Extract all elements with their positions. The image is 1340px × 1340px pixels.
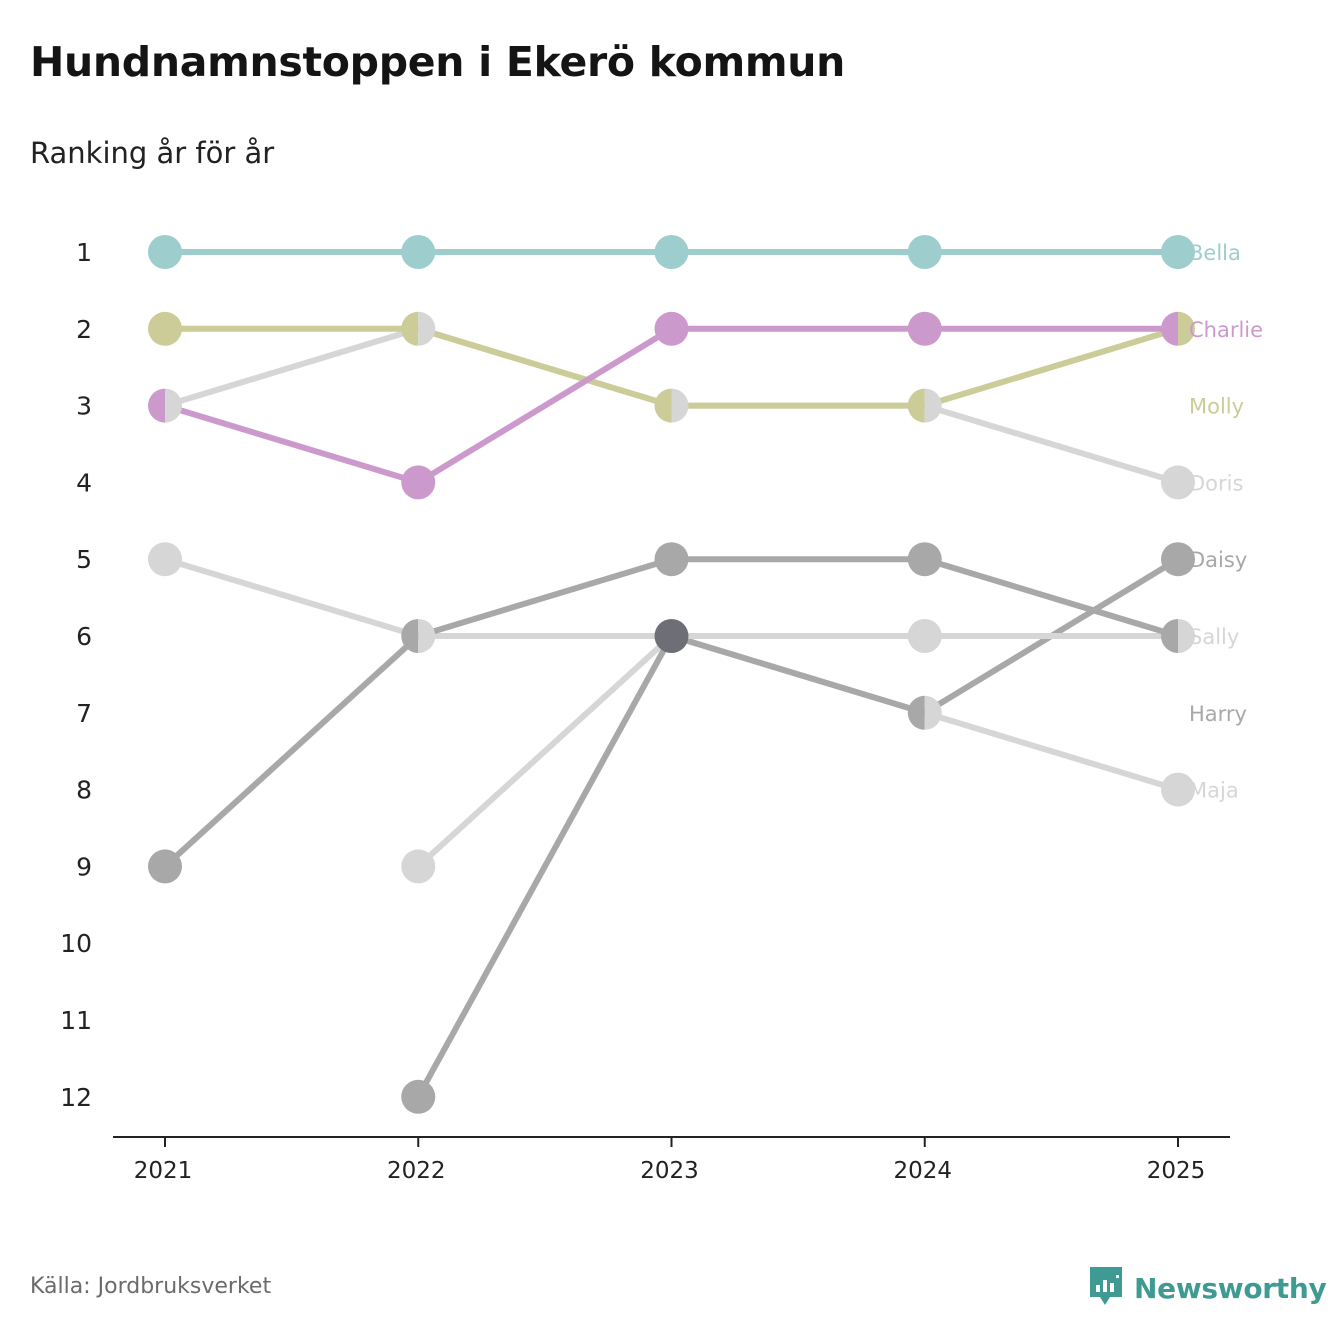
series-label-charlie: Charlie [1189, 318, 1263, 342]
point-sally-2024 [907, 619, 942, 653]
point-maja-2024 [924, 695, 942, 730]
brand-name: Newsworthy [1134, 1271, 1327, 1305]
series-label-maja: Maja [1189, 779, 1239, 803]
point-charlie-2023 [654, 311, 689, 346]
point-doris-2021 [165, 388, 182, 423]
point-molly-2022 [401, 311, 419, 346]
point-doris-2024 [924, 388, 942, 423]
point-molly-2025 [1178, 311, 1195, 346]
point-daisy-2023 [654, 542, 689, 577]
point-charlie-2025 [1161, 311, 1178, 346]
point-maja-2025 [1161, 772, 1195, 807]
newsworthy-logo-icon [1088, 1265, 1124, 1311]
point-doris-2025 [1161, 465, 1195, 500]
chart-subtitle: Ranking år för år [30, 136, 275, 170]
point-doris-2022 [418, 311, 436, 346]
point-daisy-2021 [148, 849, 182, 884]
point-harry-2022 [401, 1079, 436, 1114]
point-doris-2023 [671, 388, 689, 423]
y-tick-label: 4 [76, 468, 92, 497]
y-tick-label: 7 [76, 699, 92, 728]
point-bella-2021 [148, 235, 182, 269]
x-tick-label: 2025 [1147, 1158, 1206, 1184]
y-tick-label: 5 [76, 545, 92, 574]
point-bella-2023 [654, 235, 689, 269]
point-daisy-2025 [1161, 619, 1178, 653]
point-bella-2024 [907, 235, 942, 269]
y-tick-label: 10 [60, 929, 92, 958]
brand-logo: Newsworthy [1088, 1265, 1327, 1311]
line-maja [415, 633, 1181, 870]
y-tick-label: 3 [76, 392, 92, 421]
point-sally-2025 [1178, 619, 1195, 653]
point-harry-2025 [1161, 542, 1195, 577]
point-daisy-2022 [401, 619, 419, 653]
point-sally-2022 [418, 619, 436, 653]
point-molly-2021 [148, 311, 182, 346]
series-label-molly: Molly [1189, 395, 1244, 419]
y-tick-label: 11 [60, 1006, 92, 1035]
point-bella-2022 [401, 235, 436, 269]
series-label-harry: Harry [1189, 702, 1247, 726]
y-tick-label: 2 [76, 315, 92, 344]
x-tick-label: 2021 [134, 1158, 193, 1184]
x-tick-label: 2024 [893, 1158, 952, 1184]
point-molly-2024 [907, 388, 925, 423]
series-labels: Bella Charlie Molly Doris Daisy Sally Harry Maj… [1189, 241, 1263, 803]
x-tick-label: 2023 [640, 1158, 699, 1184]
y-tick-label: 1 [76, 238, 92, 267]
point-sally-2021 [148, 542, 182, 577]
line-harry [415, 556, 1181, 1100]
point-maja-2022 [401, 849, 436, 884]
source-note: Källa: Jordbruksverket [30, 1274, 272, 1299]
point-sally-harry-maja-2023 [654, 619, 689, 653]
point-bella-2025 [1161, 235, 1195, 269]
y-tick-label: 6 [76, 622, 92, 651]
series-label-sally: Sally [1189, 625, 1239, 649]
point-charlie-2021 [148, 388, 165, 423]
series-lines [162, 249, 1181, 1100]
series-label-bella: Bella [1189, 241, 1241, 265]
x-tick-label: 2022 [387, 1158, 446, 1184]
chart-title: Hundnamnstoppen i Ekerö kommun [30, 38, 846, 86]
series-points [148, 235, 1195, 1114]
y-tick-label: 9 [76, 852, 92, 881]
point-charlie-2024 [907, 311, 942, 346]
series-label-doris: Doris [1189, 471, 1243, 495]
y-tick-label: 8 [76, 776, 92, 805]
y-tick-label: 12 [60, 1083, 92, 1112]
point-harry-2024 [907, 695, 925, 730]
point-charlie-2022 [401, 465, 436, 500]
series-label-daisy: Daisy [1189, 548, 1247, 572]
point-molly-2023 [654, 388, 672, 423]
point-daisy-2024 [907, 542, 942, 577]
